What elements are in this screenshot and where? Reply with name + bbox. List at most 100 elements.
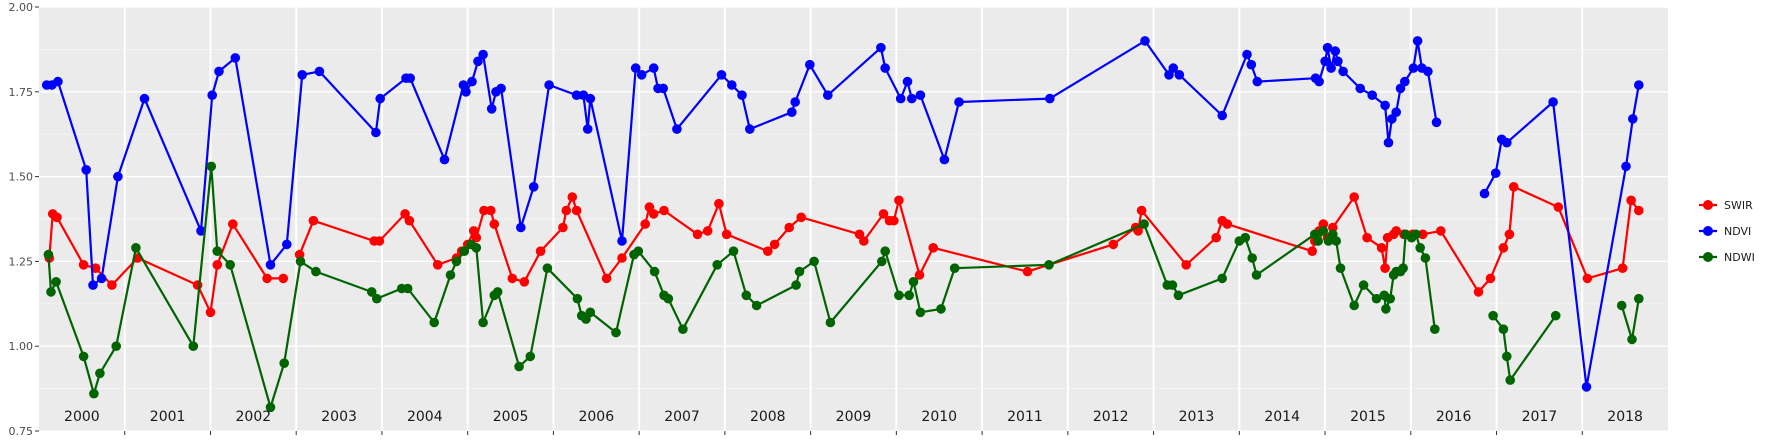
ndvi-point <box>113 171 123 182</box>
year-label: 2016 <box>1436 409 1472 425</box>
year-label: 2017 <box>1522 409 1558 425</box>
ndvi-point <box>954 97 964 107</box>
y-tick-label: 1.50 <box>9 171 34 184</box>
swir-point <box>796 212 806 223</box>
ndvi-point <box>1479 188 1490 199</box>
ndwi-point <box>131 243 141 253</box>
ndwi-line <box>47 165 1436 409</box>
ndwi-point <box>1371 293 1382 304</box>
year-label: 2007 <box>664 409 700 425</box>
swir-point <box>1211 232 1221 243</box>
ndwi-point <box>1430 324 1440 335</box>
ndwi-point <box>712 260 722 270</box>
ndvi-point <box>939 154 950 165</box>
ndvi-point <box>876 42 886 53</box>
ndvi-point <box>88 280 98 290</box>
ndvi-point <box>1333 56 1343 67</box>
ndwi-point <box>542 263 553 274</box>
swir-point <box>479 205 489 216</box>
ndwi-point <box>649 266 660 277</box>
ndwi-point <box>936 304 946 314</box>
legend-label: SWIR <box>1724 199 1753 212</box>
swir-point <box>928 243 938 253</box>
ndwi-point <box>904 290 914 301</box>
year-label: 2002 <box>236 409 272 425</box>
ndwi-point <box>206 161 217 172</box>
ndvi-point <box>1322 42 1333 53</box>
ndwi-point <box>89 388 99 399</box>
ndwi-point <box>43 249 54 260</box>
ndwi-point <box>459 246 470 256</box>
swir-point <box>1318 219 1329 229</box>
ndvi-point <box>1330 46 1341 56</box>
series-ndvi <box>41 36 1644 392</box>
ndwi-point <box>429 317 440 328</box>
ndvi-point <box>737 90 747 100</box>
year-label: 2010 <box>921 409 957 425</box>
ndwi-point <box>1247 253 1257 263</box>
year-label: 2012 <box>1093 409 1129 425</box>
ndvi-point <box>1423 66 1433 77</box>
swir-point <box>1349 192 1359 202</box>
ndwi-point <box>372 293 382 304</box>
year-label: 2008 <box>750 409 786 425</box>
ndvi-point <box>727 80 737 90</box>
ndwi-point <box>825 317 836 328</box>
swir-point <box>1473 287 1484 297</box>
year-labels: 2000 2001 2002 2003 2004 2005 2006 2007 2008 2009… <box>64 409 1643 425</box>
series-layer <box>41 36 1644 413</box>
swir-point <box>714 198 724 209</box>
legend-key-point <box>1703 252 1713 262</box>
swir-point <box>192 280 203 290</box>
ndvi-point <box>1246 59 1257 70</box>
ndwi-point <box>877 256 887 267</box>
ndwi-point <box>471 243 482 253</box>
swir-point <box>1504 229 1515 240</box>
legend-label: NDWI <box>1724 251 1755 264</box>
legend-item-swir: SWIR <box>1699 199 1753 212</box>
ndvi-point <box>790 97 800 107</box>
ndvi-point <box>585 93 596 104</box>
swir-point <box>1307 246 1317 256</box>
ndwi-point <box>880 246 890 256</box>
swir-point <box>859 236 869 246</box>
swir-point <box>1626 195 1636 206</box>
ndvi-point <box>1408 63 1419 73</box>
swir-point <box>1136 205 1147 216</box>
year-label: 2001 <box>150 409 186 425</box>
swir-point <box>78 260 89 270</box>
ndvi-point <box>745 124 755 134</box>
y-tick-label: 1.00 <box>9 340 34 353</box>
swir-point <box>561 205 572 216</box>
ndwi-point <box>1505 375 1515 385</box>
ndvi-point <box>1168 63 1179 73</box>
ndvi-point <box>1314 76 1324 87</box>
swir-point <box>1418 229 1428 240</box>
ndvi-point <box>907 93 917 104</box>
year-label: 2000 <box>64 409 100 425</box>
ndvi-point <box>1045 93 1055 104</box>
ndvi-point <box>716 70 727 80</box>
swir-point <box>648 209 659 219</box>
ndwi-point <box>1313 236 1323 246</box>
ndvi-point <box>282 239 292 250</box>
year-label: 2015 <box>1350 409 1386 425</box>
ndwi-point <box>908 277 919 287</box>
ndvi-point <box>544 80 554 90</box>
ndwi-point <box>751 300 762 311</box>
ndwi-point <box>111 341 121 352</box>
ndvi-point <box>314 66 325 77</box>
ndvi-point <box>805 59 815 70</box>
ndwi-point <box>791 280 801 290</box>
ndvi-point <box>207 90 217 100</box>
swir-point <box>1391 226 1401 236</box>
swir-point <box>107 280 117 290</box>
ndvi-point <box>1412 36 1423 46</box>
ndvi-point <box>1140 36 1150 46</box>
swir-point <box>1508 182 1519 192</box>
ndvi-point <box>265 260 276 270</box>
y-tick-label: 1.25 <box>9 255 34 268</box>
ndvi-point <box>902 76 913 87</box>
